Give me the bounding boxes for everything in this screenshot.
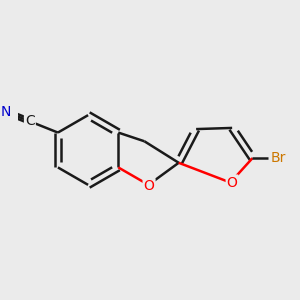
Text: Br: Br	[270, 151, 286, 165]
Text: N: N	[1, 105, 11, 119]
Text: C: C	[25, 114, 35, 128]
Text: O: O	[144, 179, 154, 193]
Text: O: O	[227, 176, 238, 190]
